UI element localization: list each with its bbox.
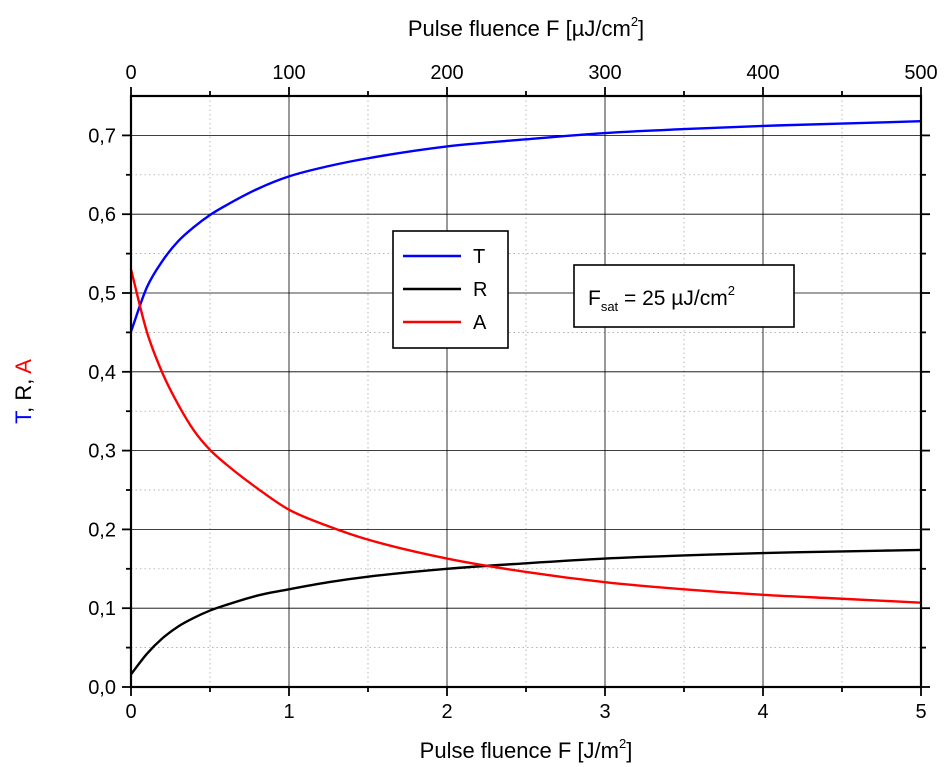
x-axis-title-bottom-sup: 2 — [619, 736, 626, 751]
tick-labels: 0 1 2 3 4 5 0 100 200 300 400 500 0,0 0,1 0,2 0,3 0,4 0,5… — [88, 62, 938, 723]
x-axis-title-top-text: Pulse fluence F [µJ/cm — [408, 16, 631, 41]
fsat-annotation-main: F — [588, 287, 601, 310]
series-line-t — [129, 120, 922, 333]
x-axis-title-bottom-end: ] — [626, 738, 632, 763]
y-tick-label: 0,7 — [88, 125, 116, 147]
y-axis-title: T, R, A — [11, 359, 36, 424]
fsat-annotation-box — [573, 264, 795, 328]
fsat-annotation-sup: 2 — [728, 283, 735, 298]
series-lines — [129, 120, 922, 676]
fsat-annotation: Fsat = 25 µJ/cm2 — [573, 264, 795, 328]
x-axis-title-bottom: Pulse fluence F [J/m2] — [420, 736, 633, 763]
legend-label-t: T — [473, 246, 485, 268]
x-axis-title-top-sup: 2 — [631, 14, 638, 29]
series-line-a — [129, 269, 922, 604]
x-top-tick-label: 0 — [125, 62, 136, 84]
series-line-r — [130, 548, 922, 676]
y-axis-title-part-r: , R, — [11, 374, 36, 413]
y-tick-label: 0,1 — [88, 598, 116, 620]
y-tick-label: 0,0 — [88, 677, 116, 699]
y-tick-label: 0,2 — [88, 519, 116, 541]
x-top-tick-label: 100 — [272, 62, 305, 84]
y-tick-label: 0,5 — [88, 283, 116, 305]
y-tick-label: 0,6 — [88, 204, 116, 226]
plot-frame — [129, 94, 923, 689]
x-top-tick-label: 400 — [746, 62, 779, 84]
y-tick-label: 0,4 — [88, 362, 116, 384]
fsat-annotation-rest: = 25 µJ/cm — [618, 287, 728, 310]
legend-label-a: A — [473, 312, 487, 334]
x-axis-title-bottom-text: Pulse fluence F [J/m — [420, 738, 619, 763]
x-axis-title-top-end: ] — [638, 16, 644, 41]
x-bottom-tick-label: 5 — [915, 701, 926, 723]
x-bottom-tick-label: 1 — [283, 701, 294, 723]
fsat-annotation-sub: sat — [601, 299, 619, 314]
legend-label-r: R — [473, 279, 487, 301]
x-bottom-tick-label: 0 — [125, 701, 136, 723]
fsat-annotation-text: Fsat = 25 µJ/cm2 — [588, 283, 735, 314]
x-top-tick-label: 200 — [430, 62, 463, 84]
x-top-tick-label: 500 — [904, 62, 937, 84]
legend: TRA — [392, 230, 509, 349]
x-bottom-tick-label: 2 — [441, 701, 452, 723]
x-top-tick-label: 300 — [588, 62, 621, 84]
y-axis-title-part-t: T — [11, 411, 36, 424]
y-tick-label: 0,3 — [88, 441, 116, 463]
x-bottom-tick-label: 4 — [757, 701, 768, 723]
y-axis-title-part-a: A — [11, 359, 36, 374]
x-axis-title-top: Pulse fluence F [µJ/cm2] — [408, 14, 644, 41]
x-bottom-tick-label: 3 — [599, 701, 610, 723]
